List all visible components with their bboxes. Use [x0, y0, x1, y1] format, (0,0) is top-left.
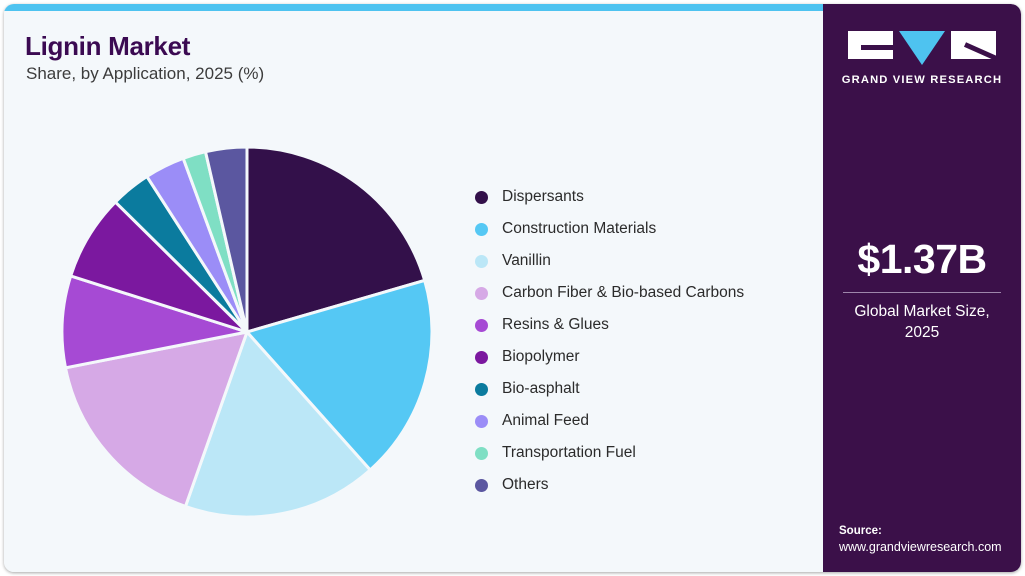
legend-item-label: Carbon Fiber & Bio-based Carbons: [502, 284, 745, 301]
pie-slices: [60, 145, 434, 519]
page-title: Lignin Market: [25, 31, 191, 61]
legend-color-swatch: [475, 446, 488, 460]
market-size-stat: $1.37B Global Market Size, 2025: [823, 236, 1021, 343]
legend-item[interactable]: Biopolymer: [475, 341, 815, 373]
legend-item[interactable]: Resins & Glues: [475, 309, 815, 341]
chart-legend: Dispersants Construction Materials Vanilli…: [475, 181, 815, 501]
legend-item[interactable]: Others: [475, 469, 815, 501]
legend-color-swatch: [475, 350, 488, 364]
legend-color-swatch: [475, 478, 488, 492]
pie-slice[interactable]: [203, 145, 249, 333]
pie-chart-svg: [60, 145, 434, 519]
source-url[interactable]: www.grandviewresearch.com: [839, 540, 1002, 554]
legend-item-label: Resins & Glues: [502, 316, 609, 333]
pie-slice[interactable]: [244, 278, 434, 473]
source-label: Source:: [839, 525, 882, 537]
legend-item-label: Biopolymer: [502, 348, 580, 365]
logo-g-icon: [848, 31, 893, 59]
legend-item[interactable]: Animal Feed: [475, 405, 815, 437]
logo-r-icon: [951, 31, 996, 59]
legend-item-label: Bio-asphalt: [502, 380, 580, 397]
legend-color-swatch: [475, 222, 488, 236]
logo-v-triangle-icon: [899, 31, 945, 65]
logo-wordmark: GRAND VIEW RESEARCH: [841, 74, 1003, 86]
legend-item-label: Dispersants: [502, 188, 584, 205]
legend-item-label: Animal Feed: [502, 412, 590, 429]
logo-marks: [848, 31, 996, 65]
legend-item-label: Construction Materials: [502, 220, 657, 237]
legend-item-label: Vanillin: [502, 252, 551, 269]
source-block: Source: www.grandviewresearch.com: [839, 525, 1013, 554]
page-subtitle: Share, by Application, 2025 (%): [26, 64, 265, 83]
market-size-value: $1.37B: [857, 236, 987, 282]
legend-color-swatch: [475, 254, 488, 268]
pie-slice[interactable]: [60, 274, 248, 370]
legend-color-swatch: [475, 318, 488, 332]
legend-item-label: Others: [502, 476, 549, 493]
legend-item[interactable]: Carbon Fiber & Bio-based Carbons: [475, 277, 815, 309]
stat-divider: [843, 292, 1001, 293]
legend-color-swatch: [475, 286, 488, 300]
legend-color-swatch: [475, 190, 488, 204]
legend-item-label: Transportation Fuel: [502, 444, 636, 461]
market-size-caption: Global Market Size, 2025: [854, 303, 990, 341]
legend-item[interactable]: Vanillin: [475, 245, 815, 277]
grand-view-research-logo: GRAND VIEW RESEARCH: [823, 31, 1021, 86]
side-panel: GRAND VIEW RESEARCH $1.37B Global Market…: [823, 4, 1021, 572]
pie-slice[interactable]: [63, 330, 250, 509]
legend-color-swatch: [475, 414, 488, 428]
legend-item[interactable]: Dispersants: [475, 181, 815, 213]
legend-color-swatch: [475, 382, 488, 396]
top-accent-bar: [4, 4, 823, 11]
legend-item[interactable]: Construction Materials: [475, 213, 815, 245]
legend-item[interactable]: Bio-asphalt: [475, 373, 815, 405]
pie-slice[interactable]: [245, 145, 427, 334]
chart-area: Lignin Market Share, by Application, 202…: [4, 11, 823, 572]
infographic-card: Lignin Market Share, by Application, 202…: [4, 4, 1021, 572]
legend-item[interactable]: Transportation Fuel: [475, 437, 815, 469]
pie-chart: [54, 137, 444, 527]
